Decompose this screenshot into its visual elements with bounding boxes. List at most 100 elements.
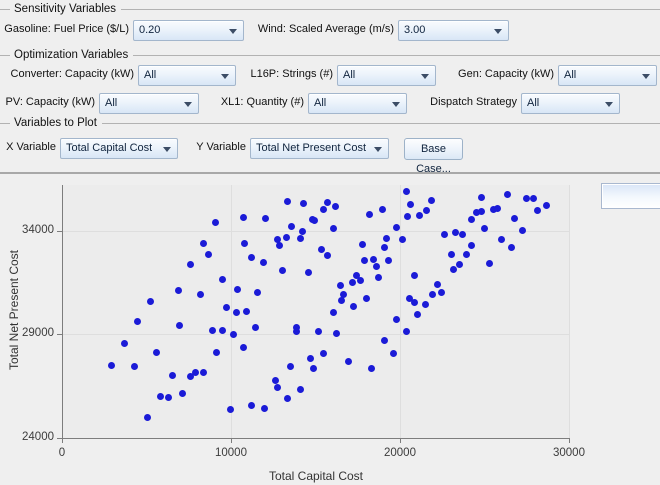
scatter-point[interactable] <box>227 405 235 413</box>
scatter-point[interactable] <box>402 328 410 336</box>
scatter-point[interactable] <box>209 327 217 335</box>
scatter-point[interactable] <box>375 274 383 282</box>
scatter-point[interactable] <box>472 209 480 217</box>
scatter-point[interactable] <box>533 207 541 214</box>
scatter-point[interactable] <box>199 240 207 248</box>
scatter-point[interactable] <box>370 255 378 263</box>
scatter-point[interactable] <box>511 214 519 222</box>
scatter-point[interactable] <box>232 309 240 317</box>
scatter-point[interactable] <box>428 290 436 298</box>
scatter-point[interactable] <box>485 259 493 267</box>
scatter-point[interactable] <box>239 213 247 221</box>
scatter-point[interactable] <box>212 349 220 357</box>
scatter-point[interactable] <box>340 291 348 299</box>
scatter-point[interactable] <box>380 243 388 251</box>
scatter-point[interactable] <box>363 294 371 302</box>
scatter-point[interactable] <box>367 365 375 373</box>
scatter-point[interactable] <box>318 246 326 254</box>
scatter-point[interactable] <box>174 287 182 295</box>
scatter-point[interactable] <box>252 323 260 331</box>
scatter-point[interactable] <box>413 311 421 319</box>
scatter-point[interactable] <box>450 266 458 274</box>
plot-overlay-button[interactable] <box>601 183 660 209</box>
scatter-point[interactable] <box>261 404 269 412</box>
scatter-point[interactable] <box>191 368 199 376</box>
scatter-point[interactable] <box>478 194 486 202</box>
scatter-point[interactable] <box>543 202 551 210</box>
scatter-point[interactable] <box>415 212 423 220</box>
scatter-point[interactable] <box>287 222 295 230</box>
scatter-point[interactable] <box>349 279 356 287</box>
scatter-point[interactable] <box>311 217 319 225</box>
scatter-point[interactable] <box>463 251 471 259</box>
scatter-point[interactable] <box>353 271 361 279</box>
scatter-point[interactable] <box>468 242 476 250</box>
scatter-point[interactable] <box>406 201 414 209</box>
scatter-point[interactable] <box>361 257 369 265</box>
scatter-point[interactable] <box>437 288 445 296</box>
scatter-point[interactable] <box>165 393 173 401</box>
scatter-point[interactable] <box>218 276 226 284</box>
scatter-point[interactable] <box>530 194 537 202</box>
scatter-point[interactable] <box>489 206 497 214</box>
scatter-point[interactable] <box>147 298 155 306</box>
scatter-point[interactable] <box>254 289 262 297</box>
scatter-point[interactable] <box>398 235 406 243</box>
scatter-point[interactable] <box>300 200 308 208</box>
scatter-point[interactable] <box>186 261 194 269</box>
scatter-point[interactable] <box>296 235 304 243</box>
scatter-point[interactable] <box>274 384 282 392</box>
scatter-point[interactable] <box>169 372 177 380</box>
scatter-point[interactable] <box>179 389 187 397</box>
gen-capacity-dropdown[interactable]: All <box>558 65 657 86</box>
scatter-point[interactable] <box>240 240 248 248</box>
scatter-point[interactable] <box>422 301 430 309</box>
scatter-point[interactable] <box>392 223 400 231</box>
scatter-point[interactable] <box>402 187 410 195</box>
scatter-point[interactable] <box>365 211 373 219</box>
scatter-point[interactable] <box>382 234 390 242</box>
scatter-point[interactable] <box>297 385 305 393</box>
wind-scaled-average-dropdown[interactable]: 3.00 <box>398 20 509 41</box>
scatter-point[interactable] <box>427 197 435 205</box>
scatter-point[interactable] <box>276 242 284 250</box>
scatter-point[interactable] <box>284 198 292 206</box>
scatter-point[interactable] <box>272 377 280 385</box>
scatter-point[interactable] <box>274 236 282 244</box>
xl1-quantity-dropdown[interactable]: All <box>308 93 407 114</box>
scatter-point[interactable] <box>498 235 506 243</box>
scatter-point[interactable] <box>205 251 213 259</box>
scatter-point[interactable] <box>338 297 346 304</box>
scatter-point[interactable] <box>292 323 300 331</box>
scatter-point[interactable] <box>378 205 386 213</box>
scatter-point[interactable] <box>230 331 238 339</box>
scatter-point[interactable] <box>279 267 287 275</box>
scatter-point[interactable] <box>298 227 306 235</box>
scatter-point[interactable] <box>458 231 466 239</box>
x-variable-dropdown[interactable]: Total Capital Cost <box>60 138 178 159</box>
scatter-point[interactable] <box>503 191 511 199</box>
scatter-point[interactable] <box>389 349 397 357</box>
scatter-point[interactable] <box>372 262 380 270</box>
scatter-point[interactable] <box>196 290 204 298</box>
scatter-point[interactable] <box>187 373 195 381</box>
base-case-button[interactable]: Base Case... <box>404 138 463 175</box>
scatter-point[interactable] <box>523 195 531 203</box>
dispatch-strategy-dropdown[interactable]: All <box>521 93 620 114</box>
scatter-point[interactable] <box>108 362 116 370</box>
y-variable-dropdown[interactable]: Total Net Present Cost <box>250 138 389 159</box>
scatter-point[interactable] <box>134 317 142 325</box>
scatter-point[interactable] <box>519 226 527 234</box>
scatter-point[interactable] <box>481 225 488 233</box>
scatter-point[interactable] <box>222 304 230 312</box>
scatter-point[interactable] <box>218 326 226 334</box>
scatter-point[interactable] <box>242 308 250 315</box>
scatter-point[interactable] <box>324 199 332 207</box>
scatter-point[interactable] <box>261 215 269 223</box>
scatter-point[interactable] <box>247 253 255 261</box>
scatter-point[interactable] <box>410 272 418 280</box>
scatter-point[interactable] <box>287 363 295 371</box>
scatter-point[interactable] <box>319 206 327 214</box>
scatter-point[interactable] <box>456 260 464 268</box>
scatter-point[interactable] <box>283 233 291 241</box>
